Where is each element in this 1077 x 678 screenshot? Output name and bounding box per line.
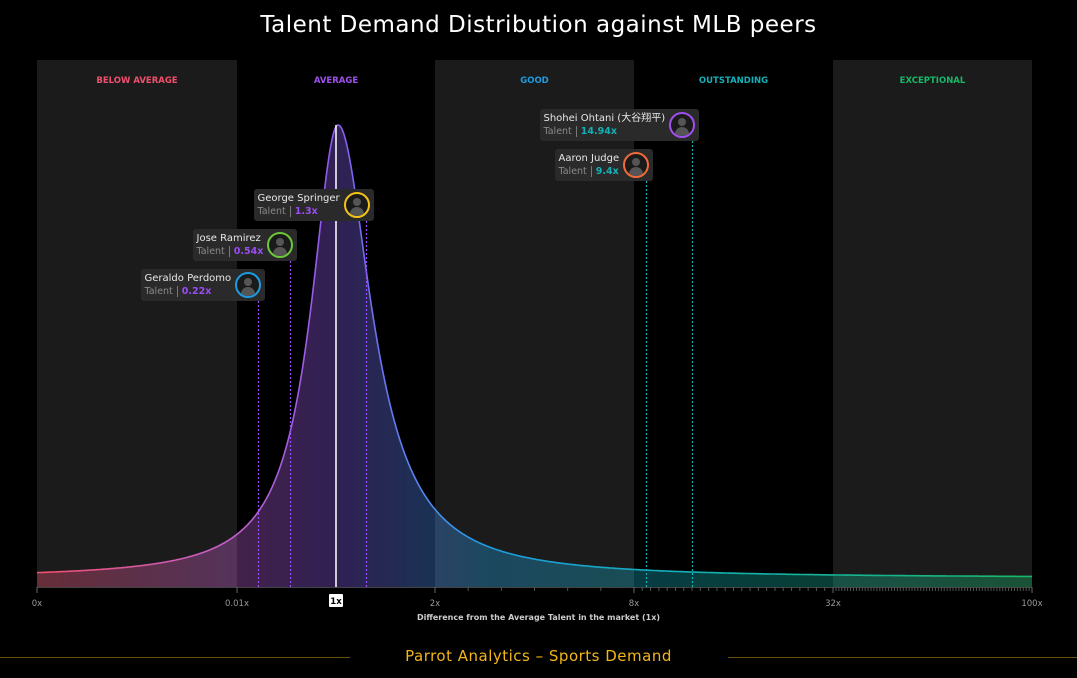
band-below-average xyxy=(37,60,237,587)
player-tooltip-card[interactable]: George Springer Talent 1.3x xyxy=(253,189,374,221)
band-outstanding xyxy=(634,60,833,587)
player-name: Geraldo Perdomo xyxy=(144,273,232,284)
talent-value: 14.94x xyxy=(580,126,617,137)
player-avatar xyxy=(235,272,262,298)
band-good xyxy=(435,60,634,587)
band-exceptional xyxy=(833,60,1032,587)
player-name: George Springer xyxy=(257,193,340,204)
x-tick-label: 100x xyxy=(1021,599,1042,609)
player-name: Aaron Judge xyxy=(558,153,620,164)
player-tooltip-card[interactable]: Jose Ramirez Talent 0.54x xyxy=(192,229,298,261)
player-name: Shohei Ohtani (大谷翔平) xyxy=(543,113,666,124)
separator xyxy=(590,166,592,177)
player-tooltip-card[interactable]: Shohei Ohtani (大谷翔平) Talent 14.94x xyxy=(539,109,700,141)
x-tick-label: 32x xyxy=(825,599,841,609)
metric-label: Talent xyxy=(558,166,587,177)
separator xyxy=(289,206,291,217)
talent-value: 1.3x xyxy=(294,206,318,217)
metric-label: Talent xyxy=(144,286,173,297)
metric-label: Talent xyxy=(257,206,286,217)
band-label: AVERAGE xyxy=(314,76,358,86)
footer-divider-right xyxy=(728,657,1077,658)
player-tooltip-card[interactable]: Aaron Judge Talent 9.4x xyxy=(554,149,654,181)
metric-label: Talent xyxy=(196,246,225,257)
separator xyxy=(228,246,230,257)
player-name: Jose Ramirez xyxy=(196,233,261,244)
player-avatar xyxy=(669,112,696,138)
x-tick-label: 0x xyxy=(32,599,42,609)
talent-value: 0.22x xyxy=(181,286,212,297)
band-label: OUTSTANDING xyxy=(699,76,768,86)
x-tick-label: 8x xyxy=(629,599,639,609)
talent-value: 0.54x xyxy=(233,246,264,257)
x-axis-label: Difference from the Average Talent in th… xyxy=(416,613,661,622)
separator xyxy=(575,126,577,137)
average-marker-badge xyxy=(329,594,343,607)
metric-label: Talent xyxy=(543,126,572,137)
separator xyxy=(176,286,178,297)
player-tooltip-card[interactable]: Geraldo Perdomo Talent 0.22x xyxy=(140,269,266,301)
band-label: BELOW AVERAGE xyxy=(96,76,177,86)
band-label: GOOD xyxy=(520,76,548,86)
x-tick-label: 2x xyxy=(430,599,440,609)
band-label: EXCEPTIONAL xyxy=(900,76,966,86)
player-avatar xyxy=(623,152,650,178)
chart-title: Talent Demand Distribution against MLB p… xyxy=(260,12,817,38)
player-avatar xyxy=(267,232,294,258)
footer-brand: Parrot Analytics – Sports Demand xyxy=(405,647,672,665)
x-tick-label: 1x xyxy=(330,597,342,607)
player-avatar xyxy=(343,192,370,218)
distribution-area xyxy=(37,125,1032,587)
talent-value: 9.4x xyxy=(595,166,619,177)
x-tick-label: 0.01x xyxy=(225,599,249,609)
distribution-curve xyxy=(37,124,1032,578)
footer-divider-left xyxy=(0,657,350,658)
